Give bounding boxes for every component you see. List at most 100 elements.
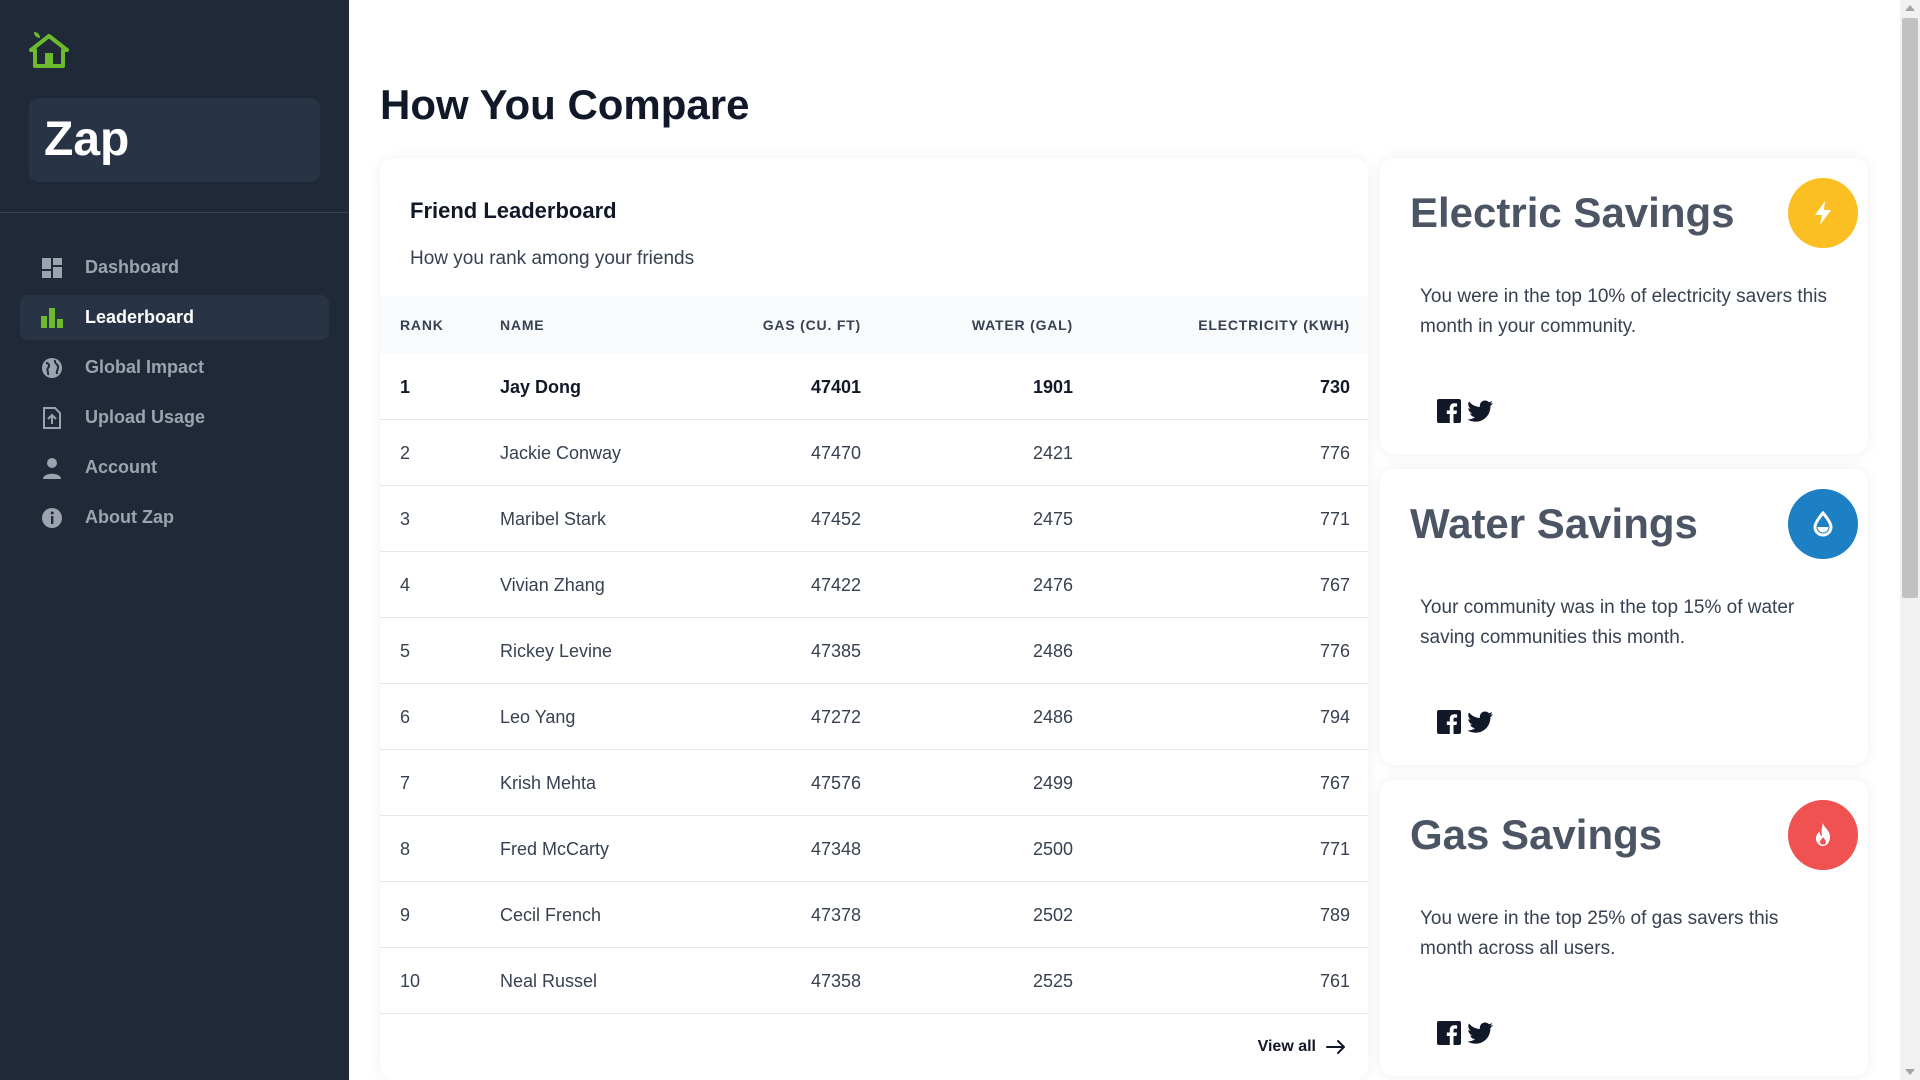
electricity-cell: 767 — [1319, 575, 1350, 595]
water-cell: 2486 — [1032, 707, 1073, 727]
gas-cell: 47272 — [810, 707, 861, 727]
twitter-icon[interactable] — [1468, 1020, 1494, 1046]
info-icon — [41, 507, 63, 529]
globe-icon — [41, 357, 63, 379]
table-row[interactable]: 1 Jay Dong 47401 1901 730 — [380, 354, 1368, 420]
electricity-cell: 761 — [1319, 971, 1350, 991]
grid-icon — [41, 257, 63, 279]
flame-icon — [1788, 800, 1858, 870]
water-cell: 2502 — [1032, 905, 1073, 925]
scroll-up-arrow-icon[interactable] — [1905, 5, 1915, 11]
rank-cell: 9 — [400, 905, 411, 925]
gas-savings-title: Gas Savings — [1410, 811, 1663, 858]
leaderboard-title: Friend Leaderboard — [410, 198, 617, 223]
table-row[interactable]: 8 Fred McCarty 47348 2500 771 — [380, 816, 1368, 882]
electricity-cell: 767 — [1319, 773, 1350, 793]
table-row[interactable]: 9 Cecil French 47378 2502 789 — [380, 882, 1368, 948]
gas-cell: 47576 — [810, 773, 861, 793]
page-scrollbar[interactable] — [1900, 0, 1920, 1080]
water-savings-text: Your community was in the top 15% of wat… — [1420, 597, 1795, 648]
rank-cell: 7 — [400, 773, 411, 793]
sidebar-item-upload-usage[interactable]: Upload Usage — [20, 395, 329, 440]
water-cell: 1901 — [1032, 377, 1073, 397]
rank-cell: 3 — [400, 509, 411, 529]
sidebar-item-label: Account — [85, 457, 157, 477]
rank-cell: 5 — [400, 641, 411, 661]
table-row[interactable]: 4 Vivian Zhang 47422 2476 767 — [380, 552, 1368, 618]
column-header-gas[interactable]: GAS (CU. FT) — [762, 317, 861, 333]
sidebar-item-about-zap[interactable]: About Zap — [20, 495, 329, 540]
rank-cell: 8 — [400, 839, 411, 859]
water-cell: 2476 — [1032, 575, 1073, 595]
table-row[interactable]: 7 Krish Mehta 47576 2499 767 — [380, 750, 1368, 816]
column-header-electricity[interactable]: ELECTRICITY (KWH) — [1198, 317, 1350, 333]
sidebar-item-account[interactable]: Account — [20, 445, 329, 490]
name-cell: Neal Russel — [500, 971, 598, 991]
gas-cell: 47422 — [810, 575, 861, 595]
user-icon — [41, 457, 63, 479]
arrow-right-icon — [1326, 1040, 1345, 1054]
electricity-cell: 771 — [1319, 509, 1350, 529]
sidebar-item-label: Leaderboard — [85, 307, 195, 327]
facebook-icon[interactable] — [1436, 709, 1462, 735]
gas-cell: 47378 — [810, 905, 861, 925]
column-header-rank[interactable]: RANK — [400, 317, 444, 333]
water-drop-icon — [1788, 489, 1858, 559]
electricity-cell: 730 — [1319, 377, 1350, 397]
table-body: 1 Jay Dong 47401 1901 730 2 Jackie Conwa… — [380, 354, 1368, 1014]
column-header-name[interactable]: NAME — [500, 317, 545, 333]
gas-savings-card: Gas Savings You were in the top 25% of g… — [1380, 780, 1868, 1076]
table-row[interactable]: 5 Rickey Levine 47385 2486 776 — [380, 618, 1368, 684]
rank-cell: 10 — [400, 971, 421, 991]
sidebar-item-leaderboard[interactable]: Leaderboard — [20, 295, 329, 340]
electricity-cell: 776 — [1319, 641, 1350, 661]
brand-name: Zap — [44, 113, 130, 166]
electricity-cell: 771 — [1319, 839, 1350, 859]
bar-chart-icon — [41, 307, 63, 329]
table-row[interactable]: 10 Neal Russel 47358 2525 761 — [380, 948, 1368, 1014]
twitter-icon[interactable] — [1468, 398, 1494, 424]
sidebar-item-label: Dashboard — [85, 257, 180, 277]
name-cell: Maribel Stark — [500, 509, 607, 529]
gas-cell: 47348 — [810, 839, 861, 859]
gas-cell: 47452 — [810, 509, 861, 529]
table-header: RANK NAME GAS (CU. FT) WATER (GAL) ELECT… — [380, 296, 1368, 354]
water-cell: 2475 — [1032, 509, 1073, 529]
name-cell: Cecil French — [500, 905, 602, 925]
name-cell: Jackie Conway — [500, 443, 622, 463]
gas-cell: 47358 — [810, 971, 861, 991]
table-row[interactable]: 3 Maribel Stark 47452 2475 771 — [380, 486, 1368, 552]
water-savings-title: Water Savings — [1410, 500, 1698, 547]
sidebar: Zap Dashboard Leaderboard Global Impact — [0, 0, 349, 1080]
rank-cell: 6 — [400, 707, 411, 727]
rank-cell: 1 — [400, 377, 411, 397]
brand-box[interactable]: Zap — [29, 98, 320, 182]
scrollbar-thumb[interactable] — [1902, 18, 1918, 598]
page-title: How You Compare — [380, 81, 750, 128]
water-cell: 2486 — [1032, 641, 1073, 661]
view-all-link[interactable]: View all — [1258, 1038, 1346, 1056]
name-cell: Rickey Levine — [500, 641, 613, 661]
table-row[interactable]: 6 Leo Yang 47272 2486 794 — [380, 684, 1368, 750]
scroll-down-arrow-icon[interactable] — [1905, 1069, 1915, 1075]
name-cell: Fred McCarty — [500, 839, 610, 859]
electricity-cell: 776 — [1319, 443, 1350, 463]
name-cell: Leo Yang — [500, 707, 576, 727]
facebook-icon[interactable] — [1436, 398, 1462, 424]
electric-savings-title: Electric Savings — [1410, 189, 1735, 236]
sidebar-item-dashboard[interactable]: Dashboard — [20, 245, 329, 290]
twitter-icon[interactable] — [1468, 709, 1494, 735]
water-cell: 2421 — [1032, 443, 1073, 463]
electric-savings-text: You were in the top 10% of electricity s… — [1420, 286, 1827, 337]
gas-savings-text: You were in the top 25% of gas savers th… — [1420, 908, 1779, 959]
rank-cell: 4 — [400, 575, 411, 595]
share-buttons — [1436, 398, 1494, 424]
table-row[interactable]: 2 Jackie Conway 47470 2421 776 — [380, 420, 1368, 486]
water-cell: 2525 — [1032, 971, 1073, 991]
electricity-cell: 794 — [1319, 707, 1350, 727]
column-header-water[interactable]: WATER (GAL) — [971, 317, 1073, 333]
facebook-icon[interactable] — [1436, 1020, 1462, 1046]
share-buttons — [1436, 709, 1494, 735]
name-cell: Vivian Zhang — [500, 575, 605, 595]
sidebar-item-global-impact[interactable]: Global Impact — [20, 345, 329, 390]
